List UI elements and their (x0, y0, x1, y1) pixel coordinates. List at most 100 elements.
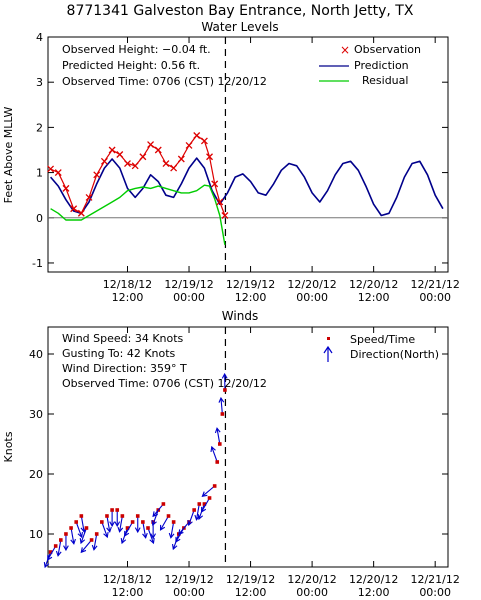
direction-arrow-head (187, 520, 193, 527)
wd-x-tick-time: 00:00 (419, 586, 451, 599)
direction-arrow-head (210, 445, 216, 452)
legend-observation-label: Observation (354, 43, 421, 56)
wd-y-tick-label: 40 (29, 348, 43, 361)
direction-arrow-head (106, 526, 112, 533)
direction-arrow (119, 515, 123, 532)
wl-observed-time-text: Observed Time: 0706 (CST) 12/20/12 (62, 75, 267, 88)
wl-x-tick-time: 00:00 (296, 291, 328, 304)
speed-point (146, 526, 150, 530)
direction-arrow (202, 485, 216, 497)
speed-point (79, 514, 84, 518)
speed-point (69, 526, 73, 530)
direction-arrow-head (43, 562, 50, 569)
observation-point (100, 157, 108, 165)
direction-arrow (80, 515, 85, 532)
observation-point (200, 137, 208, 145)
observation-point (177, 155, 185, 163)
winds-axes: 1020304012/18/1212:0012/19/1200:0012/19/… (29, 327, 460, 599)
observation-point (77, 209, 85, 217)
legend-direction-arrow-icon (323, 345, 333, 362)
speed-point (100, 520, 104, 524)
direction-arrow-head (197, 514, 204, 521)
wind-speed-text: Wind Speed: 34 Knots (62, 332, 184, 345)
winds-chart: Winds Knots 1020304012/18/1212:0012/19/1… (2, 309, 460, 599)
observation-point (62, 184, 70, 192)
wl-x-tick-time: 00:00 (173, 291, 205, 304)
legend-direction-label: Direction(North) (350, 348, 439, 361)
direction-arrow-head (134, 527, 141, 534)
direction-arrow (188, 509, 195, 526)
legend-speed-label: Speed/Time (350, 333, 415, 346)
direction-arrow (106, 515, 111, 532)
legend-residual-label: Residual (362, 74, 408, 87)
direction-arrow (160, 515, 169, 531)
direction-arrow-head (114, 521, 121, 528)
direction-arrow (195, 503, 200, 520)
wl-y-tick-label: 2 (36, 121, 43, 134)
direction-arrow (57, 539, 62, 556)
wd-x-tick-date: 12/19/12 (226, 573, 275, 586)
direction-arrow-head (201, 491, 208, 498)
direction-arrow-head (117, 526, 124, 533)
observation-point (147, 141, 155, 149)
water-levels-axes: -10123412/18/1212:0012/19/1200:0012/19/1… (32, 31, 460, 304)
speed-point (74, 520, 79, 524)
observed-height-text: Observed Height: −0.04 ft. (62, 43, 211, 56)
direction-arrow-head (149, 538, 155, 545)
direction-arrow-head (80, 547, 87, 554)
direction-arrow-head (47, 554, 53, 561)
speed-point (192, 508, 196, 512)
direction-arrow (147, 527, 154, 544)
wl-x-tick-date: 12/20/12 (349, 278, 398, 291)
direction-arrow (80, 539, 93, 553)
speed-point (105, 514, 109, 518)
wd-x-tick-time: 12:00 (112, 586, 144, 599)
direction-arrow (178, 521, 190, 535)
direction-arrow (216, 428, 221, 445)
speed-point (197, 502, 202, 506)
observation-point (131, 162, 139, 170)
speed-point (220, 412, 225, 416)
legend-observation-marker: × (340, 43, 350, 57)
direction-arrow (93, 533, 98, 550)
wl-y-tick-label: 1 (36, 167, 43, 180)
observation-point (93, 171, 101, 179)
direction-arrow (170, 521, 175, 538)
speed-point (202, 502, 207, 506)
direction-arrow (80, 527, 87, 544)
wl-x-tick-date: 12/20/12 (287, 278, 336, 291)
observation-point (85, 193, 93, 201)
direction-arrow-head (109, 521, 115, 528)
direction-arrow-head (172, 544, 178, 551)
wl-y-tick-label: 0 (36, 212, 43, 225)
speed-point (141, 520, 145, 524)
wd-y-tick-label: 30 (29, 408, 43, 421)
wd-x-tick-date: 12/20/12 (287, 573, 336, 586)
prediction-line (49, 157, 444, 217)
observation-point (193, 132, 201, 139)
speed-point (135, 514, 140, 518)
wd-y-tick-label: 20 (29, 468, 43, 481)
direction-arrow-head (152, 511, 158, 518)
speed-point (115, 508, 120, 512)
speed-point (84, 526, 89, 530)
direction-arrow (101, 521, 108, 538)
direction-arrow-head (218, 396, 225, 403)
wd-observed-time-text: Observed Time: 0706 (CST) 12/20/12 (62, 377, 267, 390)
winds-series (43, 372, 228, 569)
wl-x-tick-time: 12:00 (358, 291, 390, 304)
direction-arrow-head (103, 532, 109, 539)
direction-arrow-head (70, 538, 76, 545)
wl-y-tick-label: -1 (32, 257, 43, 270)
wl-x-tick-date: 12/19/12 (226, 278, 275, 291)
winds-plot-frame (47, 326, 449, 568)
speed-point (64, 532, 68, 536)
direction-arrow-head (175, 536, 181, 543)
direction-arrow (75, 521, 83, 538)
speed-point (130, 520, 135, 524)
gusting-to-text: Gusting To: 42 Knots (62, 347, 176, 360)
direction-arrow-head (63, 545, 69, 552)
wl-x-tick-time: 12:00 (235, 291, 267, 304)
wd-y-tick-label: 10 (29, 528, 43, 541)
water-levels-title: Water Levels (201, 20, 278, 34)
